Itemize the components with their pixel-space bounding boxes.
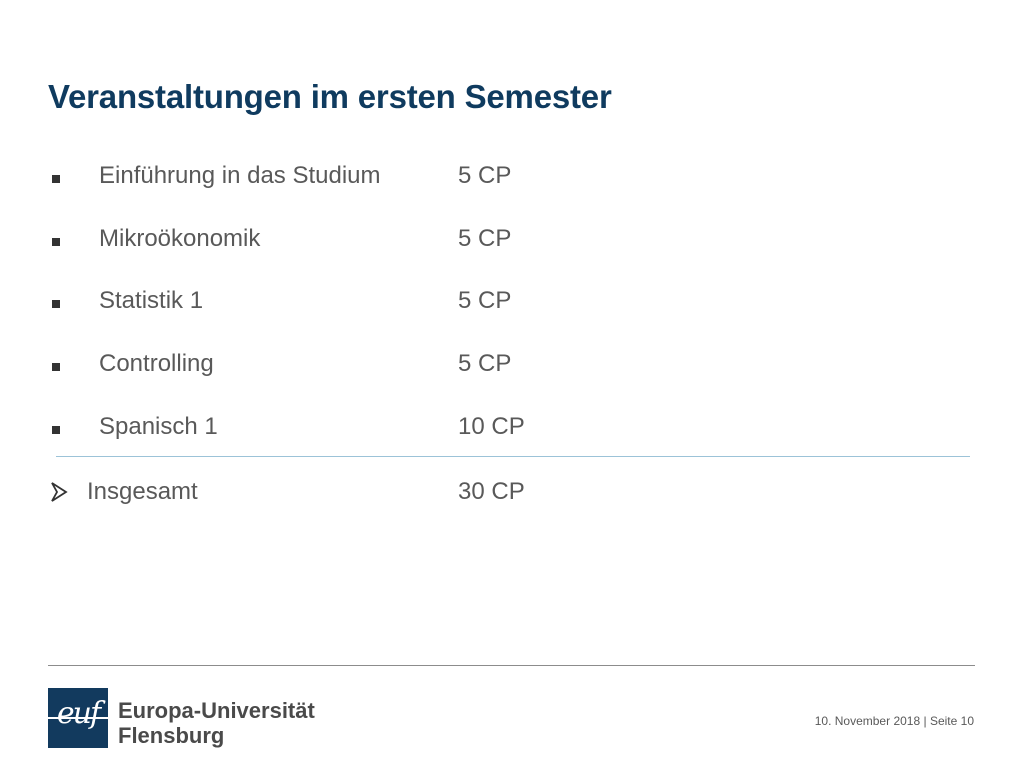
list-item: Mikroökonomik 5 CP (48, 223, 968, 286)
course-list: Einführung in das Studium 5 CP Mikroökon… (48, 160, 968, 473)
footer-meta: 10. November 2018 | Seite 10 (815, 714, 974, 728)
course-name: Spanisch 1 (99, 412, 218, 440)
course-credits: 5 CP (458, 350, 512, 378)
footer-separator: | (923, 714, 927, 728)
logo-mark-line (48, 717, 108, 719)
course-name: Mikroökonomik (99, 224, 261, 252)
list-item: Einführung in das Studium 5 CP (48, 160, 968, 223)
square-bullet-icon (52, 300, 60, 309)
list-item: Statistik 1 5 CP (48, 285, 968, 348)
course-credits: 5 CP (458, 224, 512, 252)
logo-mark-text: euf (56, 696, 101, 731)
footer-date: 10. November 2018 (814, 714, 921, 728)
square-bullet-icon (52, 237, 60, 246)
total-row: Insgesamt 30 CP (48, 476, 968, 510)
total-credits: 30 CP (458, 478, 525, 505)
total-label: Insgesamt (87, 478, 198, 505)
university-name: Europa-Universität Flensburg (118, 698, 315, 748)
slide-title: Veranstaltungen im ersten Semester (48, 78, 612, 115)
course-name: Controlling (99, 350, 214, 378)
euf-logo-mark: euf (48, 688, 108, 748)
university-name-line1: Europa-Universität (118, 698, 315, 723)
total-divider (56, 456, 970, 457)
footer-divider (48, 665, 975, 666)
university-name-line2: Flensburg (118, 723, 225, 748)
course-name: Einführung in das Studium (99, 162, 381, 189)
arrow-bullet-icon (51, 482, 68, 502)
course-credits: 5 CP (458, 162, 512, 189)
list-item: Controlling 5 CP (48, 348, 968, 411)
list-item: Spanisch 1 10 CP (48, 411, 968, 474)
page-number: Seite 10 (929, 714, 974, 728)
course-credits: 10 CP (458, 412, 525, 440)
course-name: Statistik 1 (99, 287, 204, 315)
square-bullet-icon (52, 425, 60, 434)
course-credits: 5 CP (458, 287, 512, 315)
square-bullet-icon (52, 363, 60, 372)
square-bullet-icon (52, 175, 60, 183)
